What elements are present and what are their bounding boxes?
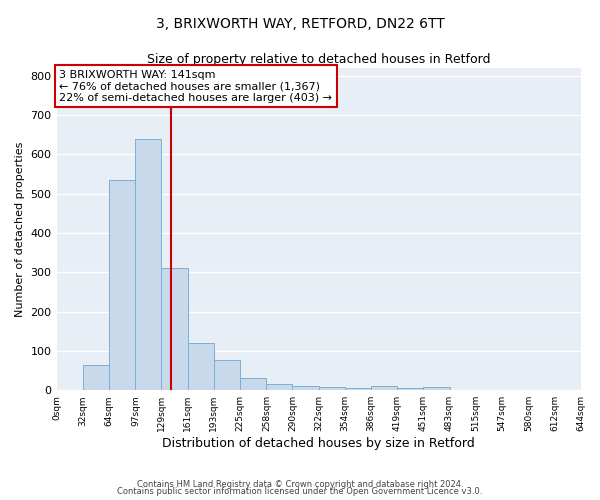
- Text: 3, BRIXWORTH WAY, RETFORD, DN22 6TT: 3, BRIXWORTH WAY, RETFORD, DN22 6TT: [155, 18, 445, 32]
- X-axis label: Distribution of detached houses by size in Retford: Distribution of detached houses by size …: [162, 437, 475, 450]
- Bar: [371, 386, 397, 390]
- Bar: [239, 378, 266, 390]
- Text: Contains HM Land Registry data © Crown copyright and database right 2024.: Contains HM Land Registry data © Crown c…: [137, 480, 463, 489]
- Bar: [188, 343, 214, 390]
- Bar: [214, 360, 239, 390]
- Bar: [109, 180, 136, 390]
- Bar: [292, 386, 319, 390]
- Bar: [266, 384, 292, 390]
- Bar: [319, 387, 344, 390]
- Bar: [397, 388, 424, 390]
- Text: 3 BRIXWORTH WAY: 141sqm
← 76% of detached houses are smaller (1,367)
22% of semi: 3 BRIXWORTH WAY: 141sqm ← 76% of detache…: [59, 70, 332, 103]
- Text: Contains public sector information licensed under the Open Government Licence v3: Contains public sector information licen…: [118, 487, 482, 496]
- Bar: [83, 364, 109, 390]
- Title: Size of property relative to detached houses in Retford: Size of property relative to detached ho…: [147, 52, 490, 66]
- Bar: [344, 388, 371, 390]
- Y-axis label: Number of detached properties: Number of detached properties: [15, 142, 25, 317]
- Bar: [161, 268, 188, 390]
- Bar: [136, 139, 161, 390]
- Bar: [424, 387, 449, 390]
